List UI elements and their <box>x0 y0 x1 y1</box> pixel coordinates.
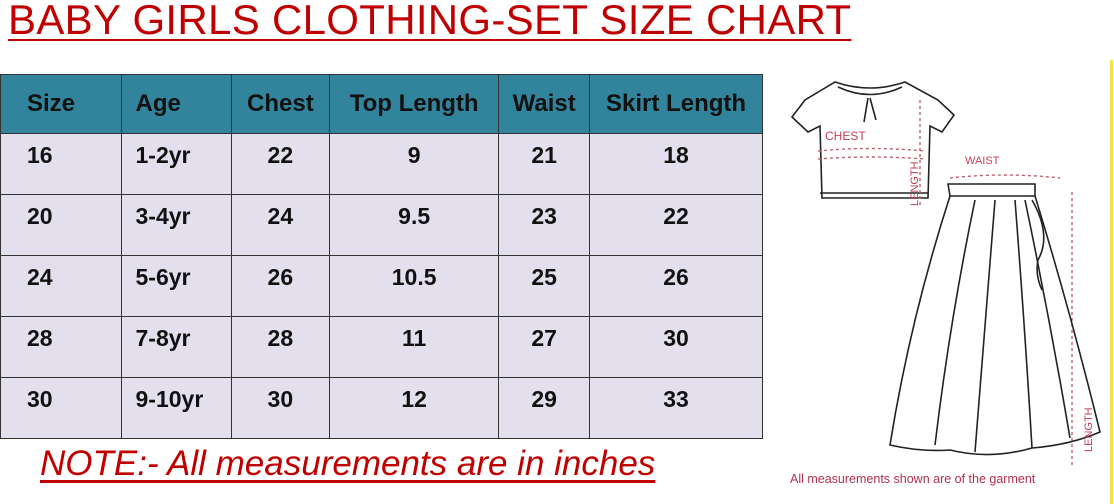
table-cell: 10.5 <box>328 255 500 317</box>
skirt-length-label: LENGTH <box>1083 407 1095 452</box>
table-cell: 12 <box>328 377 500 439</box>
table-cell: 26 <box>230 255 331 317</box>
table-cell: 9.5 <box>328 194 500 256</box>
table-cell: 22 <box>589 194 763 256</box>
table-cell: 7-8yr <box>120 316 232 378</box>
table-cell: 28 <box>0 316 122 378</box>
column-header: Age <box>120 74 232 134</box>
border-line <box>1110 60 1113 504</box>
garment-caption: All measurements shown are of the garmen… <box>790 472 1036 486</box>
waist-label: WAIST <box>965 155 1000 167</box>
table-cell: 33 <box>589 377 763 439</box>
chest-label: CHEST <box>825 129 866 143</box>
size-chart-table: Size Age Chest Top Length Waist Skirt Length … <box>0 74 763 439</box>
table-cell: 18 <box>589 133 763 195</box>
table-cell: 20 <box>0 194 122 256</box>
table-cell: 9 <box>328 133 500 195</box>
table-cell: 5-6yr <box>120 255 232 317</box>
table-cell: 30 <box>589 316 763 378</box>
table-cell: 24 <box>0 255 122 317</box>
top-length-label: LENGTH <box>909 161 921 206</box>
table-row: 28 7-8yr 28 11 27 30 <box>0 316 763 378</box>
garment-illustration: CHEST WAIST LENGTH LENGTH All measuremen… <box>790 81 1101 486</box>
table-header-row: Size Age Chest Top Length Waist Skirt Length <box>0 74 763 134</box>
measurement-note: NOTE:- All measurements are in inches <box>40 444 656 483</box>
column-header: Size <box>0 74 122 134</box>
table-cell: 25 <box>498 255 591 317</box>
table-cell: 24 <box>230 194 331 256</box>
column-header: Top Length <box>328 74 500 134</box>
top-measure-lines <box>817 100 1073 468</box>
skirt-drawing <box>889 183 1101 456</box>
table-cell: 3-4yr <box>120 194 232 256</box>
table-cell: 16 <box>0 133 122 195</box>
table-cell: 30 <box>230 377 331 439</box>
table-cell: 11 <box>328 316 500 378</box>
table-cell: 9-10yr <box>120 377 232 439</box>
table-cell: 28 <box>230 316 331 378</box>
table-cell: 22 <box>230 133 331 195</box>
table-row: 20 3-4yr 24 9.5 23 22 <box>0 194 763 256</box>
page-title: BABY GIRLS CLOTHING-SET SIZE CHART <box>8 0 852 43</box>
column-header: Skirt Length <box>589 74 763 134</box>
table-cell: 30 <box>0 377 122 439</box>
column-header: Chest <box>230 74 331 134</box>
table-row: 16 1-2yr 22 9 21 18 <box>0 133 763 195</box>
table-cell: 21 <box>498 133 591 195</box>
column-header: Waist <box>498 74 591 134</box>
table-cell: 23 <box>498 194 591 256</box>
table-row: 24 5-6yr 26 10.5 25 26 <box>0 255 763 317</box>
table-row: 30 9-10yr 30 12 29 33 <box>0 377 763 439</box>
table-cell: 1-2yr <box>120 133 232 195</box>
top-drawing <box>790 81 956 199</box>
table-cell: 27 <box>498 316 591 378</box>
table-cell: 26 <box>589 255 763 317</box>
table-cell: 29 <box>498 377 591 439</box>
